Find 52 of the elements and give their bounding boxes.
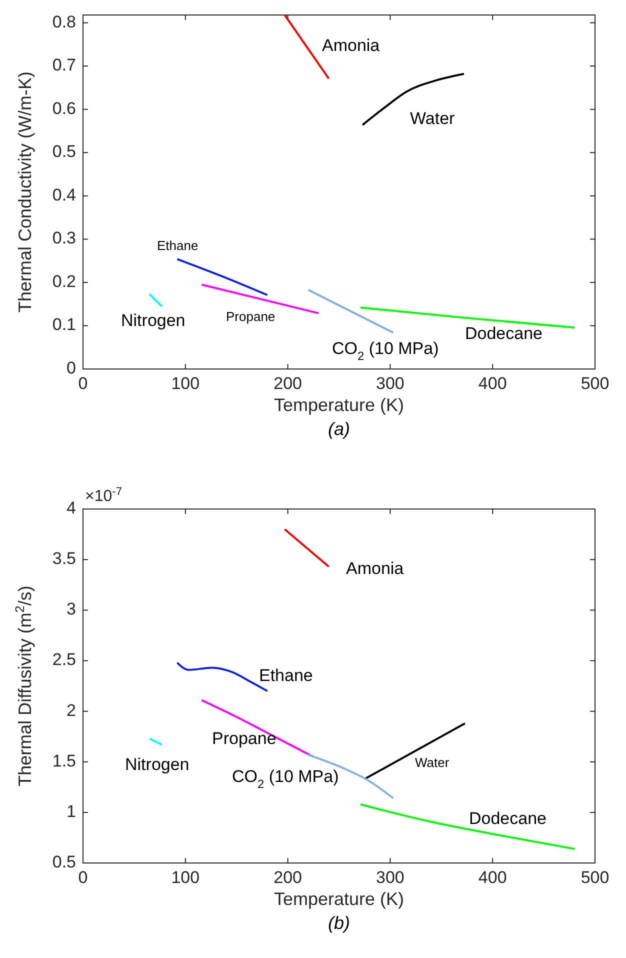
y-tick-label: 2 [66, 700, 76, 720]
series-label: Nitrogen [121, 311, 186, 330]
y-tick-label: 0.7 [52, 56, 76, 75]
y-tick-label: 0 [66, 358, 76, 378]
line-series [362, 72, 465, 126]
y-tick-label: 4 [66, 498, 76, 518]
x-tick-label: 500 [580, 868, 610, 887]
x-tick-label: 200 [274, 374, 302, 393]
series-label: Dodecane [465, 324, 543, 344]
x-tick-label: 100 [171, 374, 200, 393]
series-label: Amonia [322, 36, 380, 56]
line-series [360, 803, 576, 850]
series-label: Ethane [157, 238, 198, 254]
y-tick-label: 0.4 [52, 185, 76, 204]
series-label: Propane [226, 309, 276, 324]
series-label: Nitrogen [125, 755, 190, 774]
y-axis-title: Thermal Conductivity (W/m-K) [15, 71, 35, 313]
series-label: Dodecane [469, 809, 547, 828]
series-label: Ethane [259, 666, 313, 686]
x-tick-label: 300 [376, 374, 404, 393]
y-tick-label: 1.5 [52, 751, 76, 770]
series-label: Amonia [346, 559, 404, 578]
series-label: Propane [212, 729, 276, 748]
text: (a) [328, 419, 350, 439]
y-tick-label: 0.6 [52, 98, 76, 118]
x-tick-label: 200 [274, 868, 302, 887]
y-tick-label: 0.5 [52, 852, 76, 872]
series-label: CO$_{2}$ (10 MPa) [232, 767, 339, 792]
x-tick-label: 400 [478, 868, 507, 887]
y-tick-label: 3.5 [52, 549, 76, 568]
series-label: Water [410, 109, 456, 128]
x-tick-label: 500 [580, 374, 610, 393]
y-tick-label: 0.8 [52, 12, 76, 32]
line-series [200, 699, 314, 758]
y-tick-label: 1 [66, 802, 76, 821]
y-tick-label: 0.3 [52, 228, 76, 248]
x-tick-label: 0 [78, 374, 88, 393]
y-tick-label: 0.2 [52, 272, 76, 291]
x-tick-label: 400 [478, 374, 507, 393]
text: ×10$^{-7}$ [85, 486, 122, 505]
x-axis-title: Temperature (K) [274, 889, 404, 909]
x-axis-title: Temperature (K) [274, 395, 404, 415]
series-label: Water [415, 755, 450, 770]
y-tick-label: 2.5 [52, 650, 76, 670]
y-tick-label: 3 [66, 600, 76, 619]
x-tick-label: 100 [171, 868, 200, 887]
series-label: CO$_{2}$ (10 MPa) [332, 339, 439, 364]
text: (b) [328, 913, 350, 933]
y-tick-label: 0.1 [52, 315, 76, 334]
y-tick-label: 0.5 [52, 142, 76, 162]
x-tick-label: 300 [376, 868, 404, 887]
x-tick-label: 0 [78, 868, 88, 887]
